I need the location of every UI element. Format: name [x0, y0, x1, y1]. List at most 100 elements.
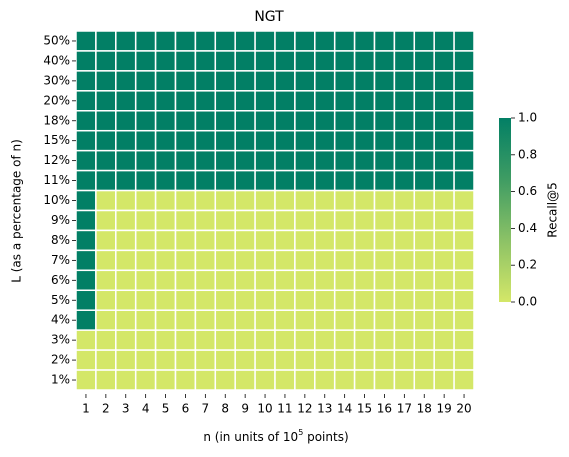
heatmap-cell — [194, 169, 217, 192]
heatmap-cell — [314, 189, 336, 212]
heatmap-cell — [393, 50, 416, 72]
heatmap-cell — [393, 169, 416, 192]
heatmap-cell — [393, 149, 416, 172]
heatmap-cell — [174, 269, 197, 292]
heatmap-cell — [174, 289, 197, 311]
heatmap-cell — [95, 249, 117, 272]
heatmap-cell — [95, 50, 117, 72]
heatmap-cell — [453, 289, 475, 311]
heatmap-cell — [234, 189, 256, 212]
heatmap-cell — [453, 50, 475, 72]
heatmap-cell — [154, 169, 177, 192]
y-tick-label: 6% — [51, 273, 70, 287]
x-tick-label: 19 — [437, 402, 452, 416]
heatmap-cell — [234, 110, 256, 132]
heatmap-cell — [314, 249, 336, 272]
heatmap-cell — [174, 329, 197, 351]
heatmap-cell — [294, 209, 316, 232]
heatmap-cell — [214, 249, 236, 272]
x-tick-label: 9 — [241, 402, 249, 416]
heatmap-cell — [274, 189, 296, 212]
heatmap-cell — [174, 189, 197, 212]
heatmap-cell — [314, 30, 336, 52]
heatmap-cell — [115, 169, 137, 192]
heatmap-cell — [254, 309, 276, 331]
heatmap-cell — [413, 50, 435, 72]
heatmap-cell — [234, 90, 256, 112]
heatmap-cell — [174, 90, 197, 112]
heatmap-cell — [154, 329, 177, 351]
heatmap-cell — [214, 30, 236, 52]
heatmap-cell — [393, 309, 416, 331]
heatmap-cell — [174, 369, 197, 391]
heatmap-cell — [373, 90, 396, 112]
heatmap-cell — [75, 149, 97, 172]
heatmap-cell — [373, 149, 396, 172]
heatmap-cell — [314, 209, 336, 232]
x-tick-label: 13 — [317, 402, 332, 416]
heatmap-cell — [134, 189, 157, 212]
heatmap-cell — [294, 309, 316, 331]
heatmap-cell — [413, 349, 435, 371]
heatmap-cell — [154, 129, 177, 152]
heatmap-cell — [134, 229, 157, 252]
heatmap-cell — [413, 329, 435, 351]
heatmap-cell — [314, 129, 336, 152]
heatmap-cell — [174, 110, 197, 132]
heatmap-cell — [254, 189, 276, 212]
heatmap-cell — [433, 30, 455, 52]
heatmap-cell — [234, 309, 256, 331]
heatmap-cell — [393, 249, 416, 272]
heatmap-cell — [333, 90, 356, 112]
x-tick-label: 7 — [202, 402, 210, 416]
heatmap-cell — [95, 329, 117, 351]
heatmap-cell — [333, 209, 356, 232]
y-tick-label: 15% — [43, 133, 70, 147]
heatmap-cell — [115, 209, 137, 232]
heatmap-cell — [254, 110, 276, 132]
heatmap-cell — [194, 110, 217, 132]
heatmap-cell — [393, 229, 416, 252]
heatmap-cell — [174, 249, 197, 272]
x-tick-label: 4 — [142, 402, 150, 416]
heatmap-cell — [134, 30, 157, 52]
heatmap-cell — [294, 289, 316, 311]
heatmap-cell — [333, 249, 356, 272]
heatmap-cell — [174, 50, 197, 72]
heatmap-cell — [154, 209, 177, 232]
heatmap-cell — [154, 30, 177, 52]
heatmap-cell — [413, 269, 435, 292]
heatmap-cell — [294, 229, 316, 252]
heatmap-cell — [194, 329, 217, 351]
heatmap-cell — [254, 169, 276, 192]
heatmap-cell — [254, 269, 276, 292]
heatmap-cell — [194, 249, 217, 272]
heatmap-cell — [453, 189, 475, 212]
heatmap-cell — [353, 269, 376, 292]
x-tick-label: 3 — [122, 402, 130, 416]
x-axis-label-superscript: 5 — [298, 428, 303, 437]
heatmap-cell — [194, 70, 217, 92]
heatmap-cell — [194, 149, 217, 172]
colorbar-tick-label: 0.6 — [518, 184, 537, 198]
heatmap-cell — [314, 349, 336, 371]
heatmap-cell — [294, 110, 316, 132]
heatmap-cell — [353, 249, 376, 272]
heatmap-cell — [154, 269, 177, 292]
heatmap-cell — [174, 209, 197, 232]
heatmap-cell — [373, 30, 396, 52]
heatmap-cell — [214, 70, 236, 92]
heatmap-cell — [174, 129, 197, 152]
heatmap-cell — [214, 349, 236, 371]
heatmap-cell — [254, 229, 276, 252]
x-tick-label: 18 — [417, 402, 432, 416]
heatmap-cell — [274, 309, 296, 331]
heatmap-cell — [254, 129, 276, 152]
heatmap-cell — [115, 70, 137, 92]
heatmap-cell — [353, 70, 376, 92]
x-axis-label-text: n (in units of 10 — [203, 430, 298, 444]
heatmap-cell — [75, 289, 97, 311]
heatmap-cell — [453, 269, 475, 292]
heatmap-cell — [433, 369, 455, 391]
heatmap-cell — [75, 30, 97, 52]
